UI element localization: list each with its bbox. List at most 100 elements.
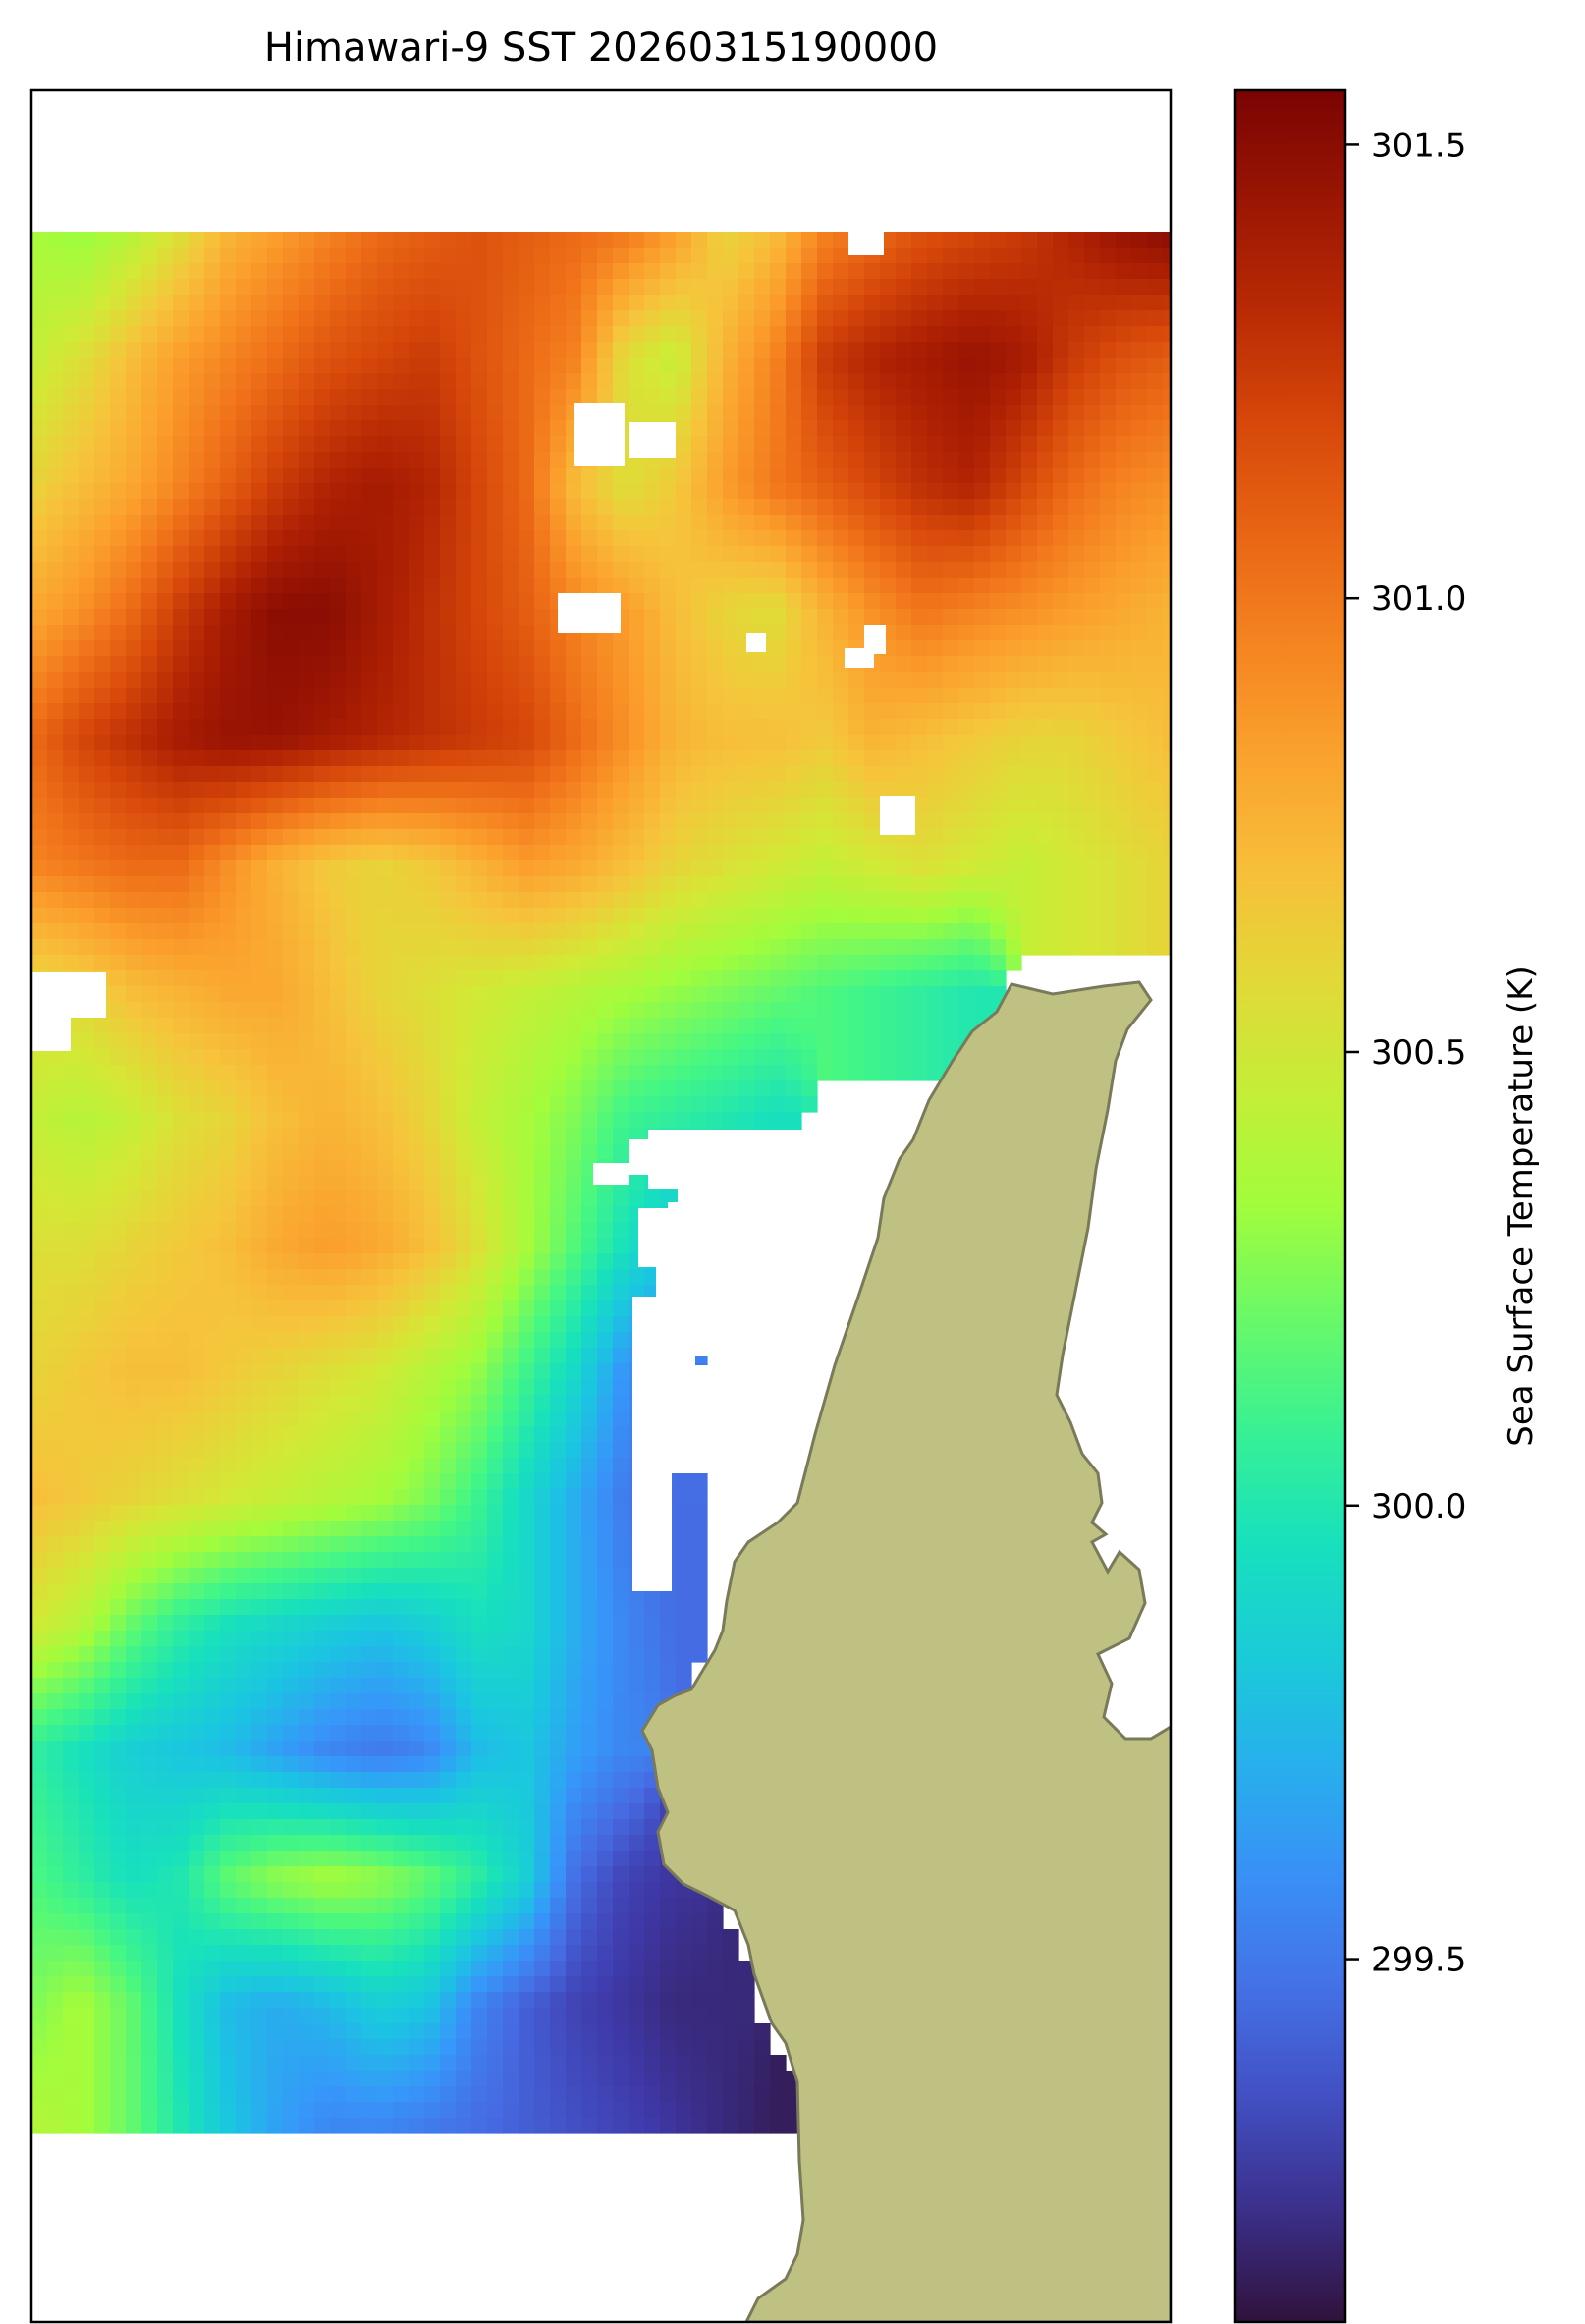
sst-cell: [644, 735, 661, 751]
sst-cell: [566, 766, 582, 783]
sst-cell: [141, 405, 158, 421]
sst-cell: [503, 310, 519, 327]
sst-cell: [424, 939, 441, 956]
sst-cell: [1147, 939, 1164, 956]
sst-cell: [1163, 295, 1171, 311]
sst-cell: [770, 656, 787, 673]
sst-cell: [126, 1332, 142, 1349]
sst-cell: [424, 892, 441, 909]
sst-cell: [393, 1065, 410, 1081]
sst-cell: [990, 719, 1007, 736]
sst-cell: [644, 766, 661, 783]
sst-cell: [424, 1269, 441, 1286]
sst-cell: [927, 798, 944, 814]
sst-cell: [833, 1033, 849, 1050]
sst-cell: [1037, 420, 1054, 437]
sst-cell: [377, 1080, 394, 1097]
sst-cell: [1100, 640, 1117, 657]
sst-cell: [503, 1033, 519, 1050]
sst-cell: [550, 310, 567, 327]
sst-cell: [833, 625, 849, 641]
sst-cell: [534, 1253, 551, 1270]
sst-cell: [566, 1253, 582, 1270]
sst-cell: [79, 1190, 95, 1207]
sst-cell: [676, 860, 692, 877]
sst-cell: [801, 562, 818, 579]
sst-cell: [126, 1128, 142, 1144]
sst-cell: [393, 1253, 410, 1270]
sst-cell: [503, 1143, 519, 1160]
sst-cell: [126, 1206, 142, 1223]
sst-cell: [864, 970, 881, 987]
sst-cell: [299, 892, 315, 909]
sst-cell: [1006, 798, 1022, 814]
sst-cell: [471, 1159, 488, 1176]
sst-cell: [550, 248, 567, 264]
sst-cell: [1084, 436, 1101, 453]
sst-cell: [440, 845, 457, 861]
sst-cell: [770, 420, 787, 437]
sst-cell: [676, 342, 692, 359]
sst-cell: [299, 1363, 315, 1380]
sst-cell: [1068, 546, 1085, 563]
sst-cell: [31, 499, 48, 516]
sst-cell: [1053, 310, 1069, 327]
sst-cell: [283, 1332, 300, 1349]
sst-cell: [393, 986, 410, 1003]
sst-cell: [707, 468, 724, 484]
sst-cell: [1100, 358, 1117, 374]
sst-cell: [597, 892, 614, 909]
sst-cell: [346, 640, 362, 657]
sst-cell: [754, 892, 771, 909]
sst-cell: [817, 640, 834, 657]
sst-cell: [1053, 263, 1069, 280]
sst-cell: [47, 955, 64, 971]
sst-cell: [660, 373, 677, 390]
sst-cell: [424, 578, 441, 594]
sst-cell: [770, 640, 787, 657]
sst-cell: [817, 342, 834, 359]
sst-cell: [79, 1332, 95, 1349]
sst-cell: [1100, 326, 1117, 343]
sst-cell: [126, 389, 142, 406]
sst-cell: [927, 279, 944, 296]
sst-cell: [1100, 279, 1117, 296]
sst-cell: [1084, 373, 1101, 390]
sst-cell: [629, 1049, 645, 1066]
sst-cell: [1053, 640, 1069, 657]
sst-cell: [173, 389, 190, 406]
sst-cell: [79, 1143, 95, 1160]
sst-cell: [1131, 326, 1148, 343]
sst-cell: [31, 1143, 48, 1160]
sst-cell: [864, 499, 881, 516]
sst-cell: [189, 1458, 205, 1474]
sst-cell: [534, 1442, 551, 1459]
sst-cell: [927, 263, 944, 280]
sst-cell: [581, 232, 598, 249]
sst-cell: [283, 546, 300, 563]
sst-cell: [63, 1269, 80, 1286]
sst-cell: [1084, 656, 1101, 673]
sst-cell: [1037, 798, 1054, 814]
sst-cell: [597, 1002, 614, 1019]
sst-cell: [833, 405, 849, 421]
sst-cell: [299, 578, 315, 594]
sst-cell: [644, 515, 661, 531]
sst-cell: [581, 703, 598, 720]
sst-cell: [377, 326, 394, 343]
sst-cell: [503, 1190, 519, 1207]
sst-cell: [644, 279, 661, 296]
sst-cell: [220, 892, 237, 909]
sst-cell: [126, 1190, 142, 1207]
sst-cell: [204, 1269, 221, 1286]
sst-cell: [801, 279, 818, 296]
sst-cell: [314, 908, 331, 924]
sst-cell: [157, 939, 174, 956]
sst-cell: [676, 1096, 692, 1113]
sst-cell: [141, 735, 158, 751]
sst-cell: [1006, 515, 1022, 531]
sst-cell: [361, 1238, 378, 1254]
sst-cell: [110, 1458, 127, 1474]
sst-cell: [189, 656, 205, 673]
sst-cell: [204, 1112, 221, 1129]
